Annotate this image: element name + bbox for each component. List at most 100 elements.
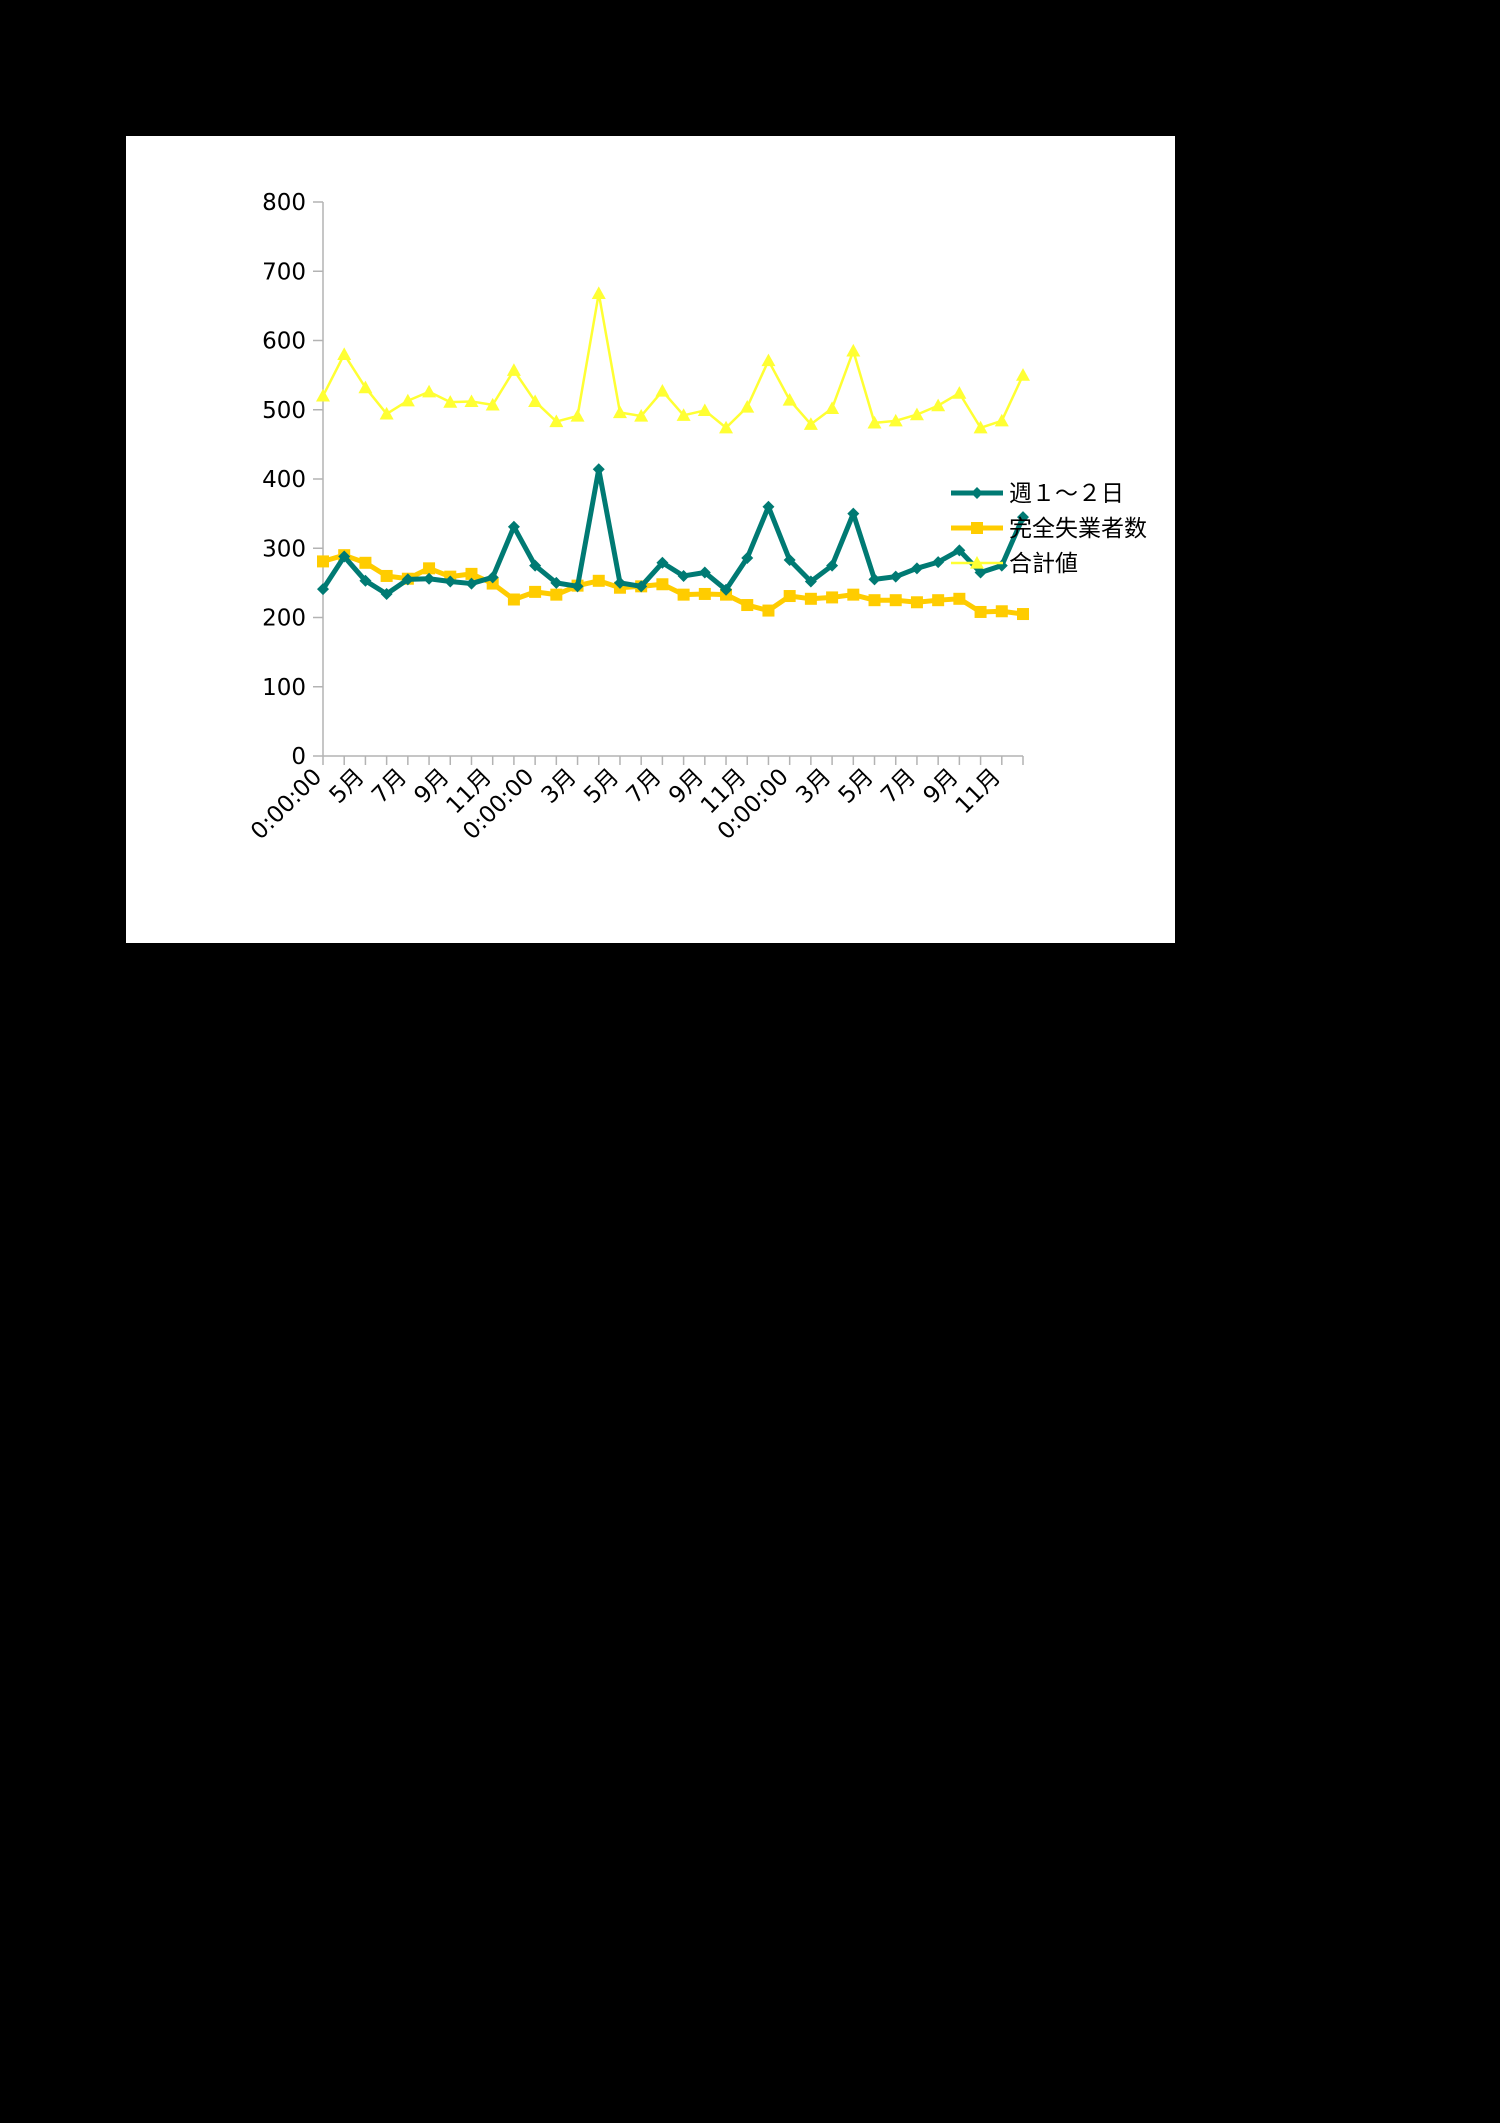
legend-swatch-marker xyxy=(970,556,984,569)
data-point xyxy=(762,500,775,513)
data-point xyxy=(846,343,861,357)
data-point xyxy=(380,587,393,600)
y-tick-label: 100 xyxy=(262,675,306,701)
x-tick-label: 7月 xyxy=(876,764,921,809)
data-point xyxy=(804,592,817,605)
data-point xyxy=(400,393,415,407)
data-point xyxy=(656,556,669,569)
data-point xyxy=(465,567,478,580)
data-point xyxy=(741,551,754,564)
series-line xyxy=(320,466,1026,597)
data-point xyxy=(359,556,372,569)
y-tick-label: 400 xyxy=(262,467,306,493)
data-point xyxy=(994,413,1009,427)
data-point xyxy=(868,594,881,607)
y-axis-ticks: 0 100 200 300 400 500 600 700 800 xyxy=(262,190,323,770)
series-layer xyxy=(316,286,1030,621)
data-point xyxy=(507,520,520,533)
data-point xyxy=(888,413,903,427)
x-tick-label: 11月 xyxy=(951,764,1006,819)
data-point xyxy=(889,594,902,607)
y-tick-label: 800 xyxy=(262,190,306,216)
data-point xyxy=(337,347,352,360)
x-tick-label: 5月 xyxy=(579,764,624,809)
data-point xyxy=(974,605,987,618)
data-point xyxy=(740,399,755,413)
data-point xyxy=(868,573,881,586)
data-point xyxy=(506,363,521,376)
data-point xyxy=(529,559,542,572)
data-point xyxy=(761,353,776,367)
legend-label: 完全失業者数 xyxy=(1009,516,1147,542)
data-point xyxy=(444,575,457,588)
data-point xyxy=(974,566,987,579)
data-point xyxy=(783,554,796,567)
legend-label: 週１～２日 xyxy=(1009,481,1124,507)
data-point xyxy=(847,588,860,601)
data-point xyxy=(423,572,436,585)
data-point xyxy=(635,580,648,593)
y-tick-label: 0 xyxy=(291,744,306,770)
data-point xyxy=(401,573,414,586)
data-point xyxy=(358,380,373,394)
data-point xyxy=(1017,608,1029,621)
y-tick-label: 600 xyxy=(262,329,306,355)
data-point xyxy=(677,569,690,582)
data-point xyxy=(592,574,605,587)
x-tick-label: 3月 xyxy=(537,764,582,809)
x-tick-label: 7月 xyxy=(367,764,412,809)
data-point xyxy=(634,408,649,422)
x-tick-label: 5月 xyxy=(834,764,879,809)
data-point xyxy=(317,583,329,596)
data-point xyxy=(804,575,817,588)
x-tick-label: 3月 xyxy=(791,764,836,809)
data-point xyxy=(549,414,564,428)
y-tick-label: 500 xyxy=(262,398,306,424)
data-point xyxy=(762,604,775,617)
data-point xyxy=(571,580,584,593)
data-point xyxy=(676,408,691,421)
data-point xyxy=(698,566,711,579)
data-point xyxy=(931,398,946,412)
data-point xyxy=(443,395,458,408)
chart-panel: 0 100 200 300 400 500 600 700 800 0:00:00 5月 7月 9月 1… xyxy=(126,136,1175,943)
x-tick-label: 7月 xyxy=(622,764,667,809)
data-point xyxy=(720,583,733,596)
data-point xyxy=(338,550,351,563)
data-point xyxy=(655,384,670,397)
data-point xyxy=(719,420,734,434)
legend-swatch-marker xyxy=(971,487,983,499)
series-0 xyxy=(317,463,1029,600)
data-point xyxy=(932,594,945,607)
y-tick-label: 700 xyxy=(262,259,306,285)
data-point xyxy=(697,403,712,417)
data-point xyxy=(889,570,902,583)
data-point xyxy=(910,596,923,609)
data-point xyxy=(485,397,500,411)
data-point xyxy=(570,408,585,422)
data-point xyxy=(359,574,372,587)
data-point xyxy=(698,587,711,600)
data-point xyxy=(677,588,690,601)
data-point xyxy=(423,562,436,575)
series-line xyxy=(322,552,1024,617)
data-point xyxy=(316,388,330,402)
data-point xyxy=(486,571,499,584)
x-tick-label: 5月 xyxy=(325,764,370,809)
legend-swatch-marker xyxy=(971,522,983,534)
data-point xyxy=(910,562,923,575)
data-point xyxy=(317,555,329,568)
data-point xyxy=(528,394,543,408)
data-point xyxy=(826,559,839,572)
data-point xyxy=(613,576,626,589)
data-point xyxy=(656,578,669,591)
data-point xyxy=(953,544,966,557)
series-1 xyxy=(317,549,1029,621)
data-point xyxy=(783,590,796,603)
data-point xyxy=(995,605,1008,618)
data-point xyxy=(379,406,394,420)
series-line xyxy=(321,292,1025,430)
data-point xyxy=(507,593,520,606)
